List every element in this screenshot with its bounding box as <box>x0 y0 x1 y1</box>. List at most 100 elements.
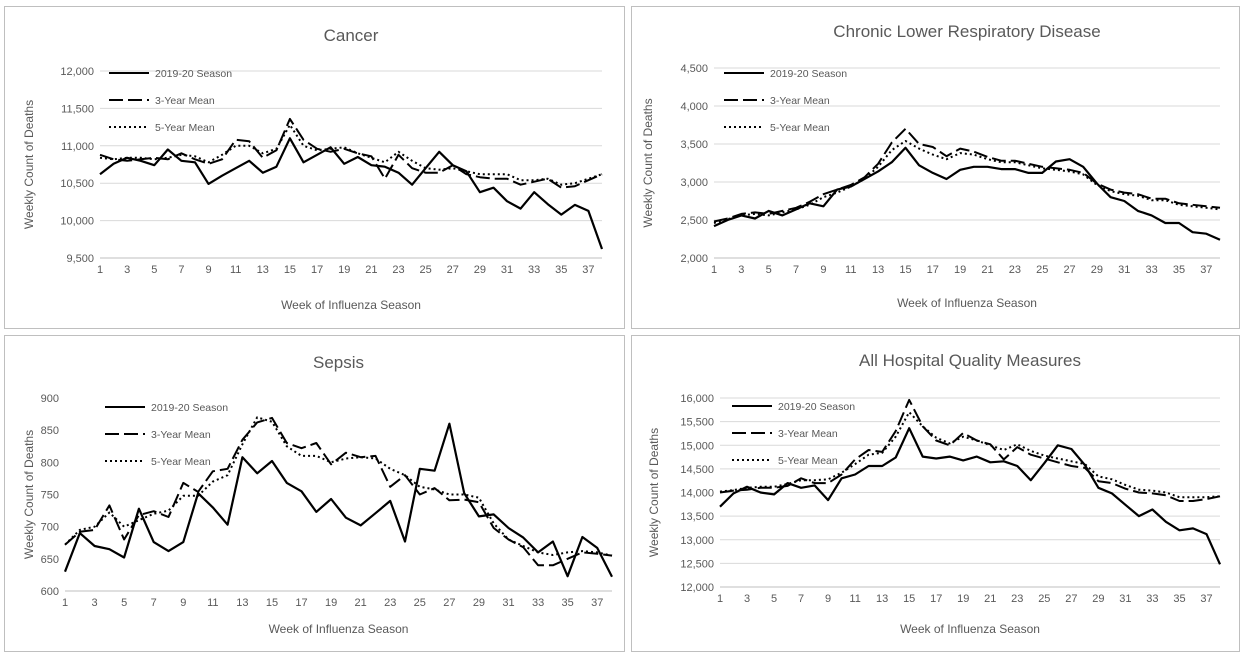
x-tick-label: 29 <box>473 597 485 609</box>
x-tick-label: 7 <box>178 264 184 276</box>
chart-title: Cancer <box>324 26 379 45</box>
x-tick-label: 33 <box>532 597 544 609</box>
x-tick-label: 27 <box>447 264 459 276</box>
x-tick-label: 25 <box>419 264 431 276</box>
x-axis-label: Week of Influenza Season <box>269 622 409 636</box>
x-tick-label: 13 <box>876 593 888 605</box>
x-tick-label: 9 <box>205 264 211 276</box>
x-tick-label: 35 <box>1173 264 1185 276</box>
series-line <box>719 398 1221 502</box>
x-tick-label: 23 <box>1011 593 1023 605</box>
y-tick-label: 4,500 <box>680 63 708 75</box>
x-tick-label: 21 <box>355 597 367 609</box>
x-tick-label: 17 <box>930 593 942 605</box>
legend-entry: 5-Year Mean <box>155 122 215 134</box>
x-tick-label: 9 <box>180 597 186 609</box>
legend-entry: 2019-20 Season <box>770 68 847 80</box>
chart-title: All Hospital Quality Measures <box>859 351 1081 370</box>
y-tick-label: 13,000 <box>680 535 714 547</box>
y-tick-label: 2,500 <box>680 215 708 227</box>
series-2019-20-season <box>719 427 1222 565</box>
y-tick-label: 14,500 <box>680 464 714 476</box>
x-tick-label: 5 <box>151 264 157 276</box>
y-axis-label: Weekly Count of Deaths <box>647 428 661 557</box>
legend-entry: 5-Year Mean <box>778 455 838 467</box>
y-tick-label: 700 <box>41 522 59 534</box>
x-tick-label: 15 <box>284 264 296 276</box>
legend: 2019-20 Season 3-Year Mean 5-Year Mean <box>105 402 228 468</box>
x-tick-label: 11 <box>845 264 856 276</box>
series-line <box>713 127 1221 223</box>
x-tick-label: 7 <box>793 264 799 276</box>
x-tick-label: 25 <box>1036 264 1048 276</box>
y-tick-label: 13,500 <box>680 511 714 523</box>
x-tick-label: 23 <box>384 597 396 609</box>
chart-panel-cancer: Cancer 9,500 10,000 10,500 11,000 11,500 12,00… <box>4 6 625 329</box>
series-line <box>63 422 613 578</box>
x-tick-label: 17 <box>311 264 323 276</box>
x-tick-label: 21 <box>984 593 996 605</box>
y-tick-label: 11,500 <box>61 103 94 115</box>
y-tick-label: 15,500 <box>680 417 714 429</box>
y-tick-label: 2,000 <box>680 253 708 265</box>
series-2019-20-season <box>713 146 1221 241</box>
x-tick-label: 9 <box>820 264 826 276</box>
legend-entry: 5-Year Mean <box>770 122 830 134</box>
x-tick-label: 13 <box>236 597 248 609</box>
x-tick-label: 19 <box>954 264 966 276</box>
y-axis-label: Weekly Count of Deaths <box>22 430 36 559</box>
x-tick-label: 31 <box>501 264 513 276</box>
x-tick-label: 35 <box>555 264 567 276</box>
series-line <box>713 146 1221 241</box>
x-tick-label: 33 <box>1146 593 1158 605</box>
x-tick-label: 33 <box>1145 264 1157 276</box>
x-tick-label: 5 <box>771 593 777 605</box>
series-3-year-mean <box>713 127 1221 223</box>
series-5-year-mean <box>713 140 1221 224</box>
series-5-year-mean <box>99 123 603 186</box>
x-tick-label: 27 <box>1063 264 1075 276</box>
x-tick-label: 13 <box>257 264 269 276</box>
y-tick-label: 11,000 <box>61 141 94 153</box>
series-line <box>99 123 603 186</box>
x-tick-label: 5 <box>121 597 127 609</box>
series-line <box>64 416 613 567</box>
y-tick-label: 650 <box>41 554 59 566</box>
x-tick-label: 35 <box>1173 593 1185 605</box>
x-axis-label: Week of Influenza Season <box>900 622 1040 636</box>
legend-entry: 3-Year Mean <box>151 429 211 441</box>
x-tick-label: 3 <box>92 597 98 609</box>
x-tick-label: 5 <box>766 264 772 276</box>
chart-panel-sepsis: Sepsis 600 650 700 750 800 850 900 1 3 5 7 9 11 13 15 17… <box>4 335 625 652</box>
y-tick-label: 850 <box>41 425 59 437</box>
x-tick-label: 31 <box>1119 593 1131 605</box>
legend-entry: 2019-20 Season <box>155 68 232 80</box>
y-tick-label: 9,500 <box>66 253 94 265</box>
y-tick-label: 14,000 <box>680 488 714 500</box>
x-tick-label: 29 <box>1091 264 1103 276</box>
x-tick-label: 11 <box>849 593 860 605</box>
series-2019-20-season <box>99 137 604 250</box>
x-tick-label: 1 <box>717 593 723 605</box>
y-tick-label: 900 <box>41 393 59 405</box>
x-tick-label: 3 <box>738 264 744 276</box>
x-tick-label: 19 <box>957 593 969 605</box>
series-5-year-mean <box>64 416 613 557</box>
chart-title: Sepsis <box>313 353 364 372</box>
x-axis-label: Week of Influenza Season <box>897 296 1037 310</box>
x-tick-label: 1 <box>97 264 103 276</box>
x-axis-label: Week of Influenza Season <box>281 298 421 312</box>
chart-title: Chronic Lower Respiratory Disease <box>833 22 1100 41</box>
x-tick-label: 23 <box>1009 264 1021 276</box>
y-tick-label: 12,000 <box>60 66 94 78</box>
x-tick-label: 37 <box>582 264 594 276</box>
x-tick-label: 13 <box>872 264 884 276</box>
x-tick-label: 7 <box>798 593 804 605</box>
y-tick-label: 15,000 <box>680 440 714 452</box>
legend-entry: 3-Year Mean <box>155 95 215 107</box>
x-tick-label: 15 <box>899 264 911 276</box>
x-tick-label: 9 <box>825 593 831 605</box>
y-tick-label: 10,000 <box>60 216 94 228</box>
series-3-year-mean <box>719 398 1221 502</box>
